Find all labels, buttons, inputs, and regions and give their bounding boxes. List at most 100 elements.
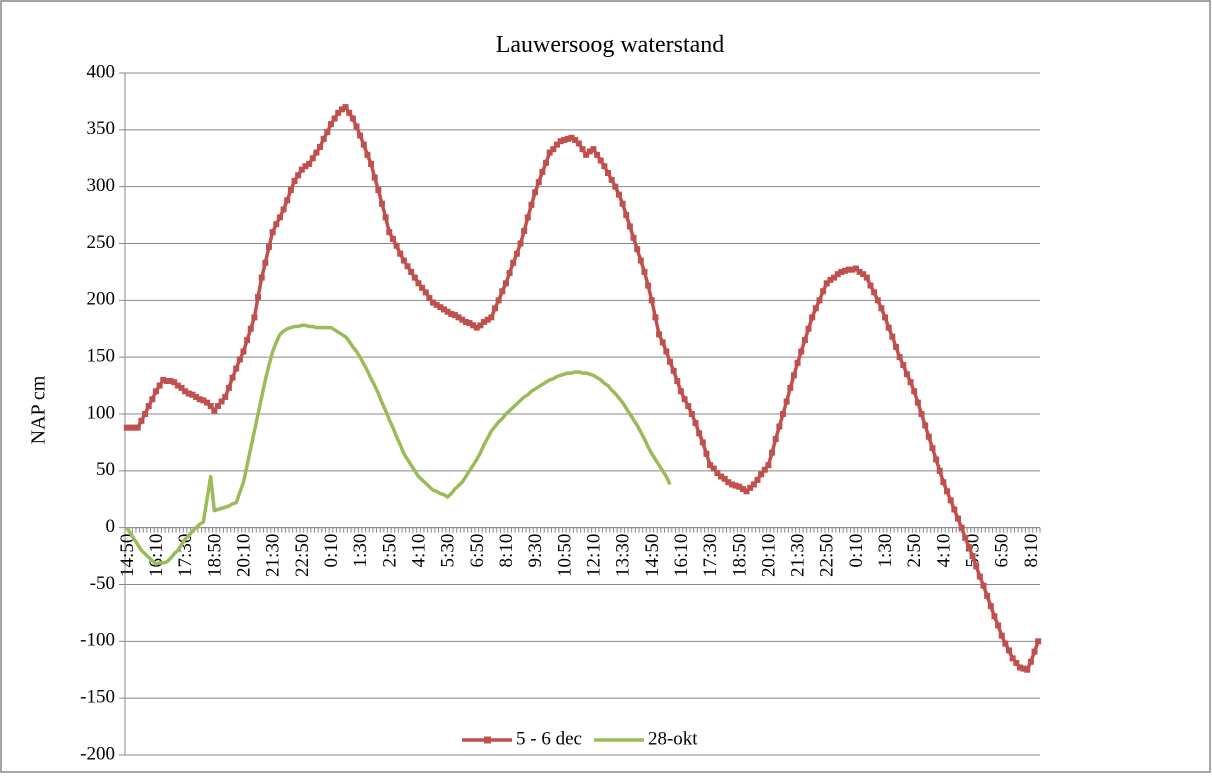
line-marker xyxy=(295,172,302,179)
x-tick-label: 8:10 xyxy=(1021,534,1042,568)
line-marker xyxy=(484,316,491,323)
legend: 5 - 6 dec 28-okt xyxy=(462,728,698,749)
x-tick-label: 18:50 xyxy=(204,534,225,577)
line-marker xyxy=(575,140,582,147)
line-marker xyxy=(765,462,772,469)
x-tick-label: 16:10 xyxy=(671,534,692,577)
line-marker xyxy=(539,168,546,175)
line-marker xyxy=(597,157,604,164)
line-marker xyxy=(809,314,816,321)
line-marker xyxy=(240,348,247,355)
line-marker xyxy=(845,266,852,273)
x-tick-label: 5:30 xyxy=(438,534,459,568)
line-marker xyxy=(878,305,885,312)
line-marker xyxy=(594,151,601,158)
x-tick-label: 2:50 xyxy=(379,534,400,568)
x-tick-label: 13:30 xyxy=(613,534,634,577)
line-marker xyxy=(196,396,203,403)
line-marker xyxy=(772,436,779,443)
x-tick-label: 14:50 xyxy=(642,534,663,577)
line-marker xyxy=(389,235,396,242)
line-marker xyxy=(204,399,211,406)
line-marker xyxy=(404,263,411,270)
line-marker xyxy=(998,632,1005,639)
x-tick-label: 4:10 xyxy=(933,534,954,568)
line-marker xyxy=(659,339,666,346)
line-marker xyxy=(335,109,342,116)
y-tick-label: 200 xyxy=(87,289,116,310)
line-marker xyxy=(291,177,298,184)
line-marker xyxy=(743,488,750,495)
line-marker xyxy=(459,316,466,323)
y-tick-label: 350 xyxy=(87,118,116,139)
line-marker xyxy=(699,439,706,446)
line-marker xyxy=(714,470,721,477)
line-marker xyxy=(568,134,575,141)
line-marker xyxy=(1035,638,1042,645)
x-tick-label: 16:10 xyxy=(146,534,167,577)
line-marker xyxy=(896,354,903,361)
line-marker xyxy=(419,284,426,291)
line-marker xyxy=(907,379,914,386)
line-marker xyxy=(725,479,732,486)
y-tick-label: -150 xyxy=(80,687,115,708)
line-marker xyxy=(718,473,725,480)
line-marker xyxy=(481,318,488,325)
line-marker xyxy=(211,407,218,414)
line-marker xyxy=(1006,647,1013,654)
line-marker xyxy=(313,149,320,156)
line-marker xyxy=(397,250,404,257)
line-marker xyxy=(320,135,327,142)
line-marker xyxy=(776,423,783,430)
line-marker xyxy=(958,524,965,531)
x-tick-label: 21:30 xyxy=(263,534,284,577)
line-marker xyxy=(1016,664,1023,671)
line-marker xyxy=(794,359,801,366)
line-marker xyxy=(688,411,695,417)
line-marker xyxy=(583,151,590,158)
line-marker xyxy=(346,109,353,116)
line-marker xyxy=(535,179,542,186)
line-marker xyxy=(860,271,867,278)
line-marker xyxy=(379,200,386,207)
line-marker xyxy=(386,229,393,236)
line-marker xyxy=(590,146,597,153)
line-marker xyxy=(444,308,451,315)
line-marker xyxy=(980,582,987,589)
x-tick-label: 0:10 xyxy=(846,534,867,568)
legend-label: 5 - 6 dec xyxy=(516,728,582,749)
line-marker xyxy=(841,267,848,274)
line-marker xyxy=(874,297,881,304)
line-marker xyxy=(338,106,345,113)
line-marker xyxy=(882,314,889,321)
line-marker xyxy=(929,445,936,452)
y-tick-label: 150 xyxy=(87,346,116,367)
y-tick-label: 250 xyxy=(87,232,116,253)
line-marker xyxy=(557,138,564,145)
line-marker xyxy=(182,388,189,395)
line-marker xyxy=(218,398,225,405)
line-marker xyxy=(852,265,859,272)
y-tick-label: -200 xyxy=(80,743,115,764)
line-marker xyxy=(769,449,776,456)
line-marker xyxy=(962,534,969,541)
line-marker xyxy=(382,214,389,221)
line-marker xyxy=(371,174,378,181)
line-marker xyxy=(750,481,757,488)
line-marker xyxy=(255,293,262,300)
line-marker xyxy=(506,270,513,277)
line-marker xyxy=(437,304,444,311)
line-marker xyxy=(189,391,196,398)
x-tick-label: 17:30 xyxy=(700,534,721,577)
line-marker xyxy=(375,187,382,194)
line-marker xyxy=(324,129,331,136)
line-marker xyxy=(357,132,364,139)
line-marker xyxy=(225,384,232,391)
chart-title: Lauwersoog waterstand xyxy=(496,32,725,58)
line-marker xyxy=(984,592,991,599)
line-marker xyxy=(302,163,309,170)
line-marker xyxy=(739,486,746,493)
line-marker xyxy=(284,197,291,204)
line-marker xyxy=(969,553,976,560)
line-marker xyxy=(233,365,240,372)
